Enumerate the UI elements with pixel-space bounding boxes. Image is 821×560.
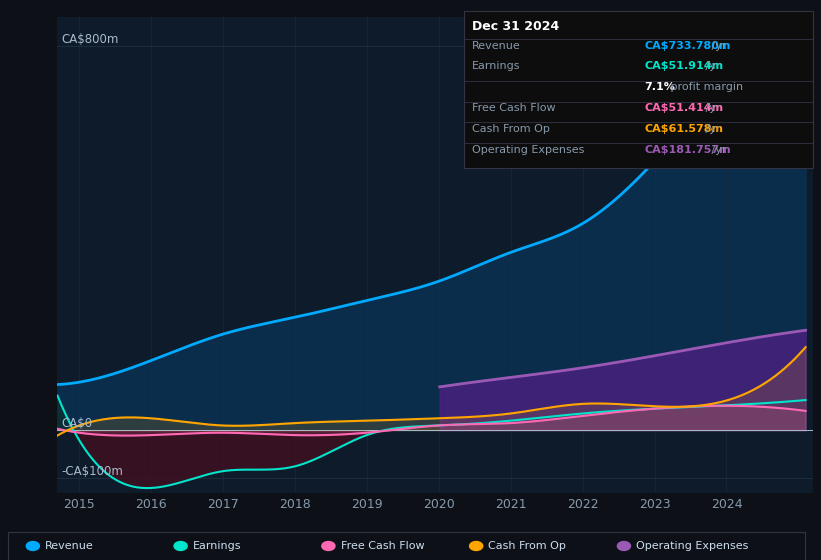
- Text: /yr: /yr: [708, 145, 727, 155]
- Text: CA$0: CA$0: [61, 417, 92, 430]
- Text: CA$61.578m: CA$61.578m: [644, 124, 723, 134]
- Text: /yr: /yr: [702, 103, 721, 113]
- Text: Revenue: Revenue: [472, 40, 521, 50]
- Text: CA$51.414m: CA$51.414m: [644, 103, 723, 113]
- Text: CA$800m: CA$800m: [61, 32, 118, 46]
- Text: /yr: /yr: [708, 40, 727, 50]
- Text: 7.1%: 7.1%: [644, 82, 676, 92]
- Text: /yr: /yr: [702, 124, 721, 134]
- Text: -CA$100m: -CA$100m: [61, 465, 123, 478]
- Text: Dec 31 2024: Dec 31 2024: [472, 20, 559, 32]
- Text: CA$733.780m: CA$733.780m: [644, 40, 731, 50]
- Text: Cash From Op: Cash From Op: [488, 541, 566, 551]
- Text: CA$51.914m: CA$51.914m: [644, 62, 723, 72]
- Text: CA$181.757m: CA$181.757m: [644, 145, 732, 155]
- Text: /yr: /yr: [702, 62, 721, 72]
- Text: profit margin: profit margin: [667, 82, 744, 92]
- Text: Free Cash Flow: Free Cash Flow: [341, 541, 424, 551]
- Text: Earnings: Earnings: [193, 541, 241, 551]
- Text: Free Cash Flow: Free Cash Flow: [472, 103, 556, 113]
- Text: Revenue: Revenue: [45, 541, 94, 551]
- Text: Earnings: Earnings: [472, 62, 521, 72]
- Text: Cash From Op: Cash From Op: [472, 124, 550, 134]
- Text: Operating Expenses: Operating Expenses: [636, 541, 749, 551]
- Text: Operating Expenses: Operating Expenses: [472, 145, 585, 155]
